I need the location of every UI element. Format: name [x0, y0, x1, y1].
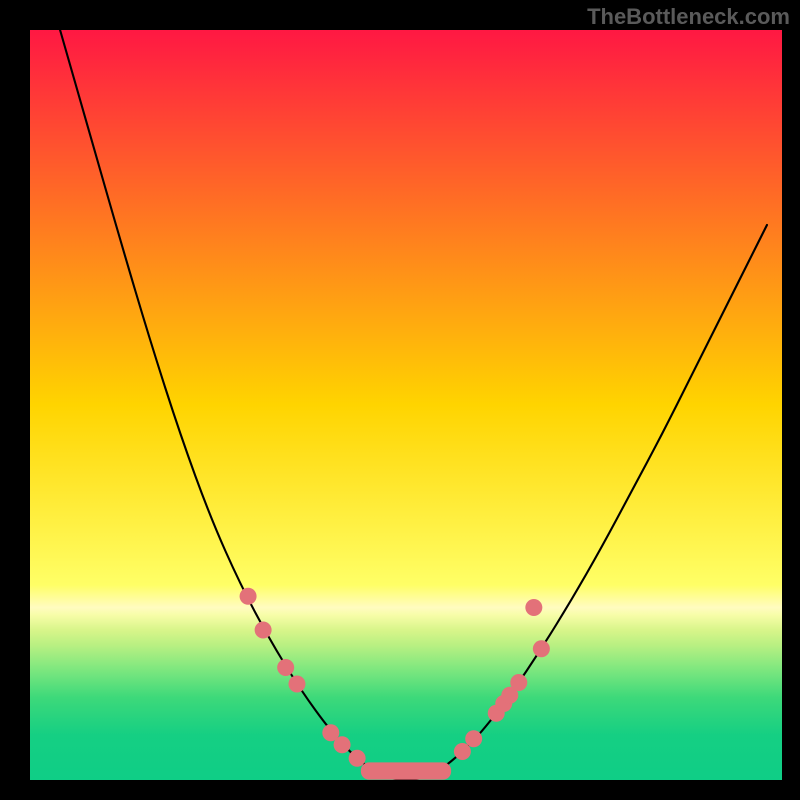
bottleneck-chart [0, 0, 800, 800]
data-marker [454, 743, 471, 760]
data-marker [240, 588, 257, 605]
border-bottom [0, 780, 800, 800]
data-marker [288, 676, 305, 693]
chart-container: TheBottleneck.com [0, 0, 800, 800]
data-marker [465, 730, 482, 747]
watermark-text: TheBottleneck.com [587, 4, 790, 30]
data-marker [334, 736, 351, 753]
data-marker [510, 674, 527, 691]
data-marker [533, 640, 550, 657]
border-right [782, 0, 800, 800]
border-left [0, 0, 30, 800]
data-marker [525, 599, 542, 616]
chart-background [30, 30, 782, 780]
data-marker-flat [361, 762, 451, 779]
data-marker [277, 659, 294, 676]
data-marker [255, 622, 272, 639]
data-marker [349, 750, 366, 767]
